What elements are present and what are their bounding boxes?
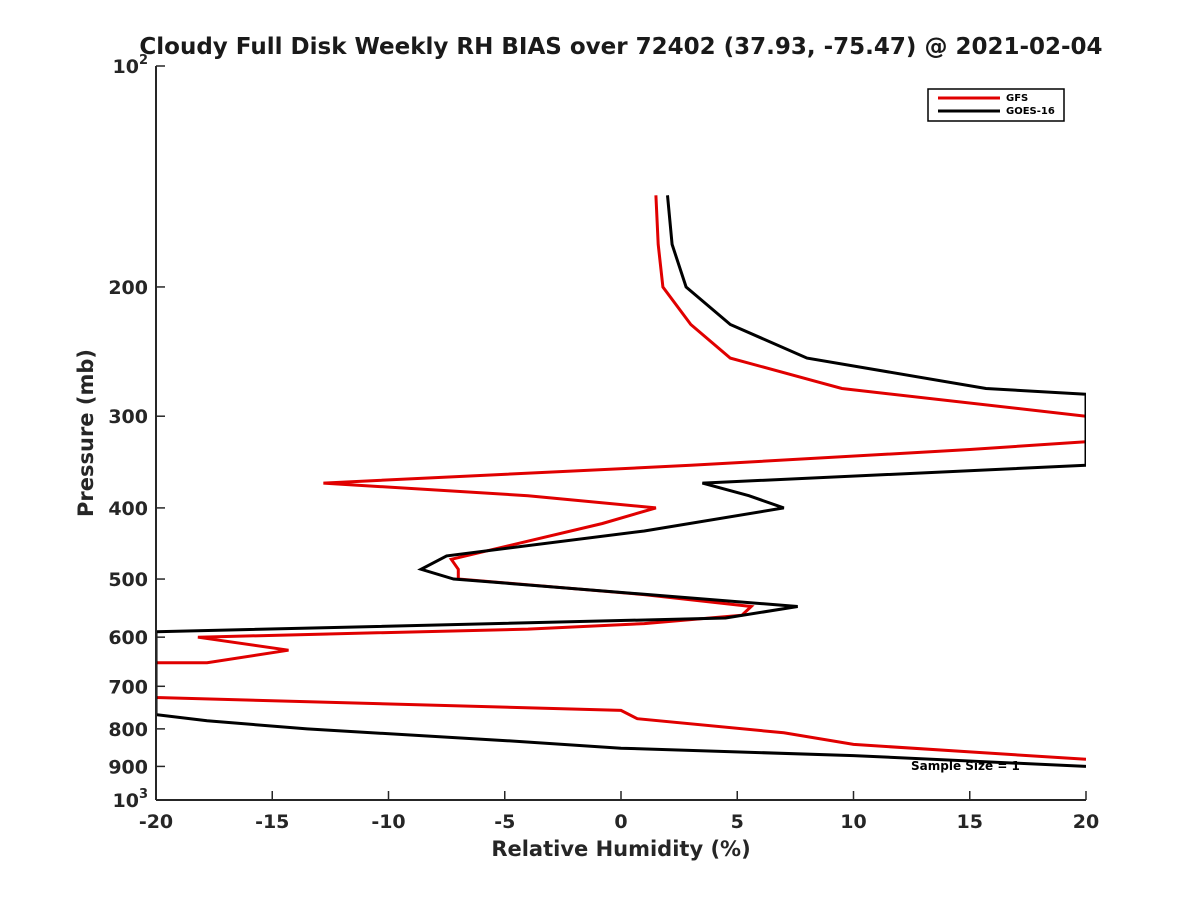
sample-size-annotation: Sample Size = 1 (911, 759, 1020, 773)
y-tick-label: 600 (108, 627, 148, 649)
legend: GFS GOES-16 (927, 88, 1065, 122)
series-line-goes16 (156, 195, 1086, 768)
x-tick-label: -15 (255, 811, 289, 833)
x-tick-label: -10 (371, 811, 405, 833)
plot-area (156, 195, 1086, 768)
y-tick-label: 102 (113, 53, 149, 78)
legend-box (927, 88, 1065, 122)
x-tick-label: 5 (731, 811, 744, 833)
x-tick-label: -20 (139, 811, 173, 833)
x-tick-label: 10 (840, 811, 866, 833)
x-axis-label: Relative Humidity (%) (491, 837, 750, 861)
x-tick-label: -5 (494, 811, 515, 833)
y-tick-label: 700 (108, 676, 148, 698)
y-tick-label: 300 (108, 406, 148, 428)
legend-label-goes16: GOES-16 (1006, 106, 1055, 117)
y-tick-label: 800 (108, 719, 148, 741)
y-tick-label: 103 (113, 787, 149, 812)
y-tick-label: 900 (108, 756, 148, 778)
series-layer (156, 195, 1086, 768)
legend-label-gfs: GFS (1006, 93, 1028, 104)
chart-title: Cloudy Full Disk Weekly RH BIAS over 724… (139, 34, 1102, 60)
x-tick-label: 15 (957, 811, 983, 833)
x-tick-label: 0 (614, 811, 627, 833)
y-tick-label: 500 (108, 569, 148, 591)
y-tick-label: 400 (108, 498, 148, 520)
x-tick-label: 20 (1073, 811, 1099, 833)
y-axis-label: Pressure (mb) (74, 349, 98, 517)
y-tick-label: 200 (108, 277, 148, 299)
x-ticks: -20 -15 -10 -5 0 5 10 15 20 (139, 791, 1099, 833)
y-ticks: 102 200 300 400 500 600 700 800 900 103 (108, 53, 165, 812)
